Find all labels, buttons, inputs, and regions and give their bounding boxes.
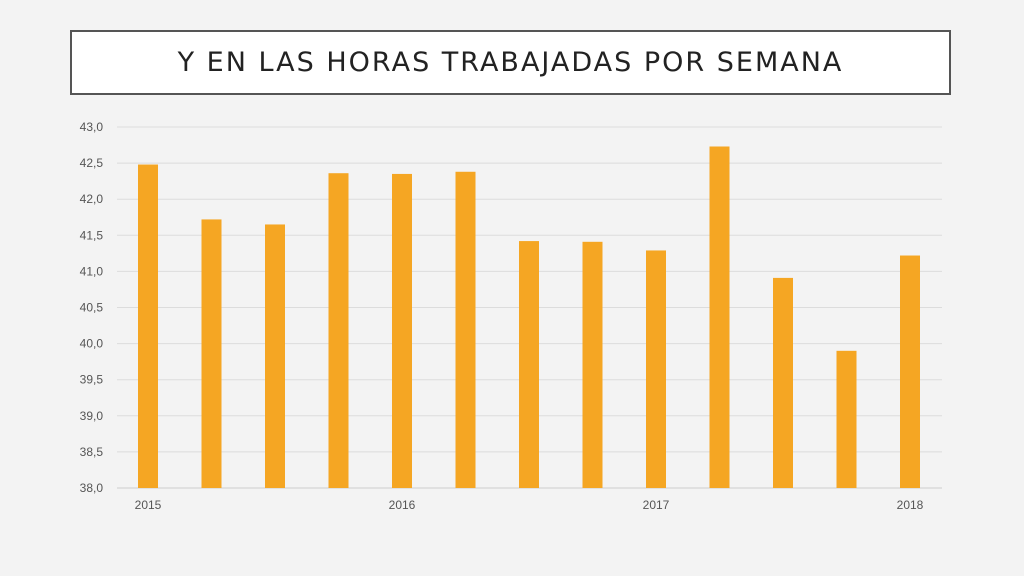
x-tick-label: 2015: [135, 498, 162, 512]
y-tick-label: 40,5: [80, 301, 104, 315]
bar: [265, 224, 285, 488]
x-tick-label: 2016: [389, 498, 416, 512]
chart-title: Y EN LAS HORAS TRABAJADAS POR SEMANA: [177, 47, 844, 78]
bar: [709, 146, 730, 488]
bar: [836, 350, 857, 488]
y-tick-label: 40,0: [80, 337, 104, 351]
x-axis-ticks: 2015 2016 2017 2018: [135, 498, 924, 512]
y-tick-label: 39,0: [80, 409, 104, 423]
bar: [646, 250, 666, 488]
bar: [582, 241, 603, 488]
y-tick-label: 43,0: [80, 120, 104, 134]
y-tick-label: 38,0: [80, 481, 104, 495]
y-tick-label: 39,5: [80, 373, 104, 387]
bar: [138, 164, 158, 488]
bar: [201, 219, 222, 488]
bar: [900, 255, 920, 488]
x-tick-label: 2018: [897, 498, 924, 512]
y-tick-label: 38,5: [80, 445, 104, 459]
bars: [138, 146, 920, 489]
title-box: Y EN LAS HORAS TRABAJADAS POR SEMANA: [70, 30, 951, 95]
x-tick-label: 2017: [643, 498, 670, 512]
bar: [455, 171, 476, 489]
bar: [328, 173, 349, 488]
y-axis-ticks: 38,0 38,5 39,0 39,5 40,0 40,5 41,0 41,5 42,0 42,5…: [80, 120, 104, 495]
y-tick-label: 42,5: [80, 156, 104, 170]
bar: [773, 277, 793, 488]
bar: [519, 241, 539, 488]
y-tick-label: 42,0: [80, 192, 104, 206]
y-tick-label: 41,5: [80, 228, 104, 242]
bar: [392, 173, 412, 488]
y-tick-label: 41,0: [80, 264, 104, 278]
